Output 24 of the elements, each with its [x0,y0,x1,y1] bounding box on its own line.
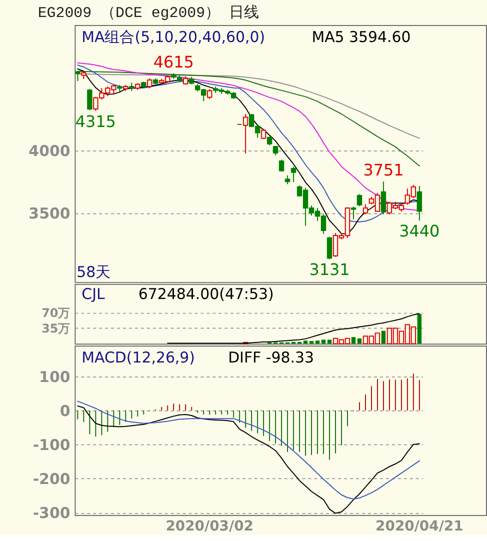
annotation: 672484.00(47:53) [138,284,274,303]
annotation: 3440 [399,221,440,240]
annotation: 3131 [309,260,350,280]
annotation: DIFF -98.33 [228,348,314,367]
annotation: 4315 [75,112,116,131]
chart-subtitle: MA组合(5,10,20,40,60,0) [82,28,266,46]
annotation: 3751 [363,160,404,180]
y-tick-label: -300 [32,504,70,522]
x-tick-label: 2020/04/21 [376,518,464,534]
chart-title: EG2009 （DCE eg2009） 日线 [38,4,260,22]
y-tick-label: 100 [39,368,70,386]
x-tick-label: 2020/03/02 [166,518,254,534]
annotation: 4615 [153,52,194,72]
y-tick-label: 35万 [42,322,70,336]
y-tick-label: 0 [60,402,70,420]
annotation: 58天 [76,262,111,281]
y-tick-label: -200 [32,470,70,488]
chart-title: CJL [82,284,106,303]
y-tick-label: 70万 [42,306,70,320]
chart-title: MACD(12,26,9) [82,348,195,367]
y-tick-label: 3500 [28,204,70,222]
annotation: MA5 3594.60 [312,28,411,46]
y-tick-label: 4000 [28,142,70,160]
y-tick-label: -100 [32,436,70,454]
